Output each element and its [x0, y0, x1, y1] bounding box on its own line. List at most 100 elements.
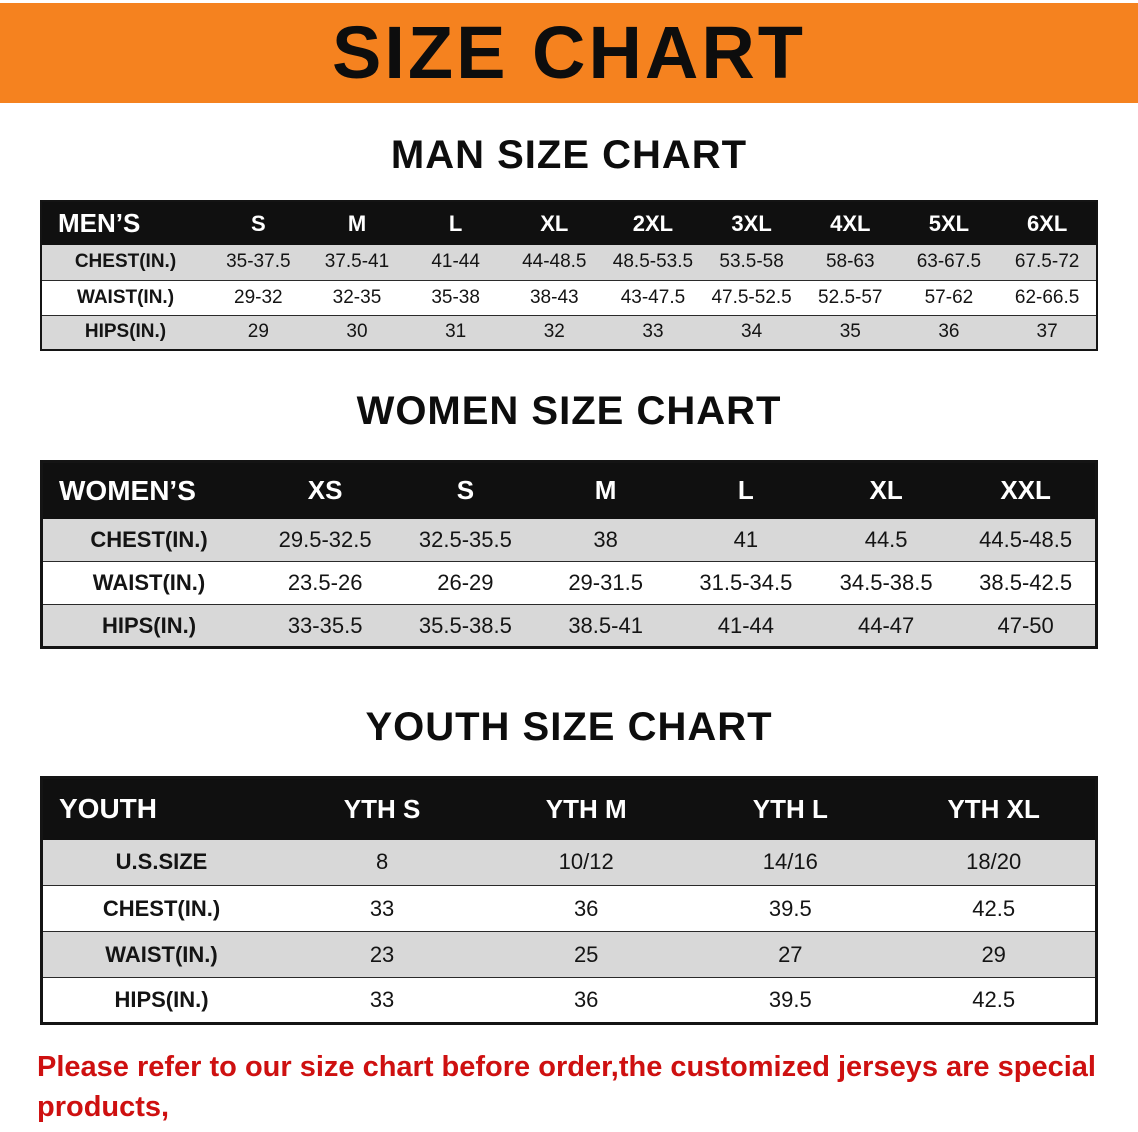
- table-row: WAIST(IN.) 29-32 32-35 35-38 38-43 43-47.5 47.…: [41, 280, 1097, 315]
- size-value-cell: 33: [642, 321, 664, 343]
- size-header-cell: 6XL: [998, 201, 1097, 245]
- row-label: CHEST(IN.): [74, 251, 177, 273]
- header-row: WOMEN’S XS S M L XL XXL: [41, 461, 1097, 519]
- youth-chart-heading: YOUTH SIZE CHART: [365, 705, 773, 749]
- size-header-cell: YTH S: [280, 777, 485, 840]
- size-value-cell: 38: [593, 526, 618, 552]
- size-value-cell: 38.5-42.5: [979, 570, 1073, 595]
- size-value-cell: 34: [741, 321, 763, 343]
- size-header-cell: 2XL: [603, 201, 703, 245]
- size-value-cell: 26-29: [437, 570, 494, 595]
- size-value-cell: 29-32: [234, 286, 283, 308]
- size-value-cell: 33: [369, 895, 395, 921]
- row-label: WAIST(IN.): [92, 570, 206, 595]
- size-value-cell: 23: [369, 941, 395, 967]
- table-title-cell: WOMEN’S: [41, 461, 255, 519]
- size-value-cell: 47.5-52.5: [711, 286, 792, 308]
- size-value-cell: 39.5: [768, 895, 812, 921]
- size-value-cell: 63-67.5: [916, 251, 982, 273]
- size-value-cell: 29-31.5: [568, 570, 643, 595]
- table-row: HIPS(IN.) 29 30 31 32 33 34 35 36 37: [41, 315, 1097, 350]
- size-value-cell: 35-38: [431, 286, 480, 308]
- size-value-cell: 32-35: [332, 286, 382, 308]
- table-row: HIPS(IN.) 33 36 39.5 42.5: [42, 978, 1097, 1024]
- size-header-cell: YTH L: [688, 777, 893, 840]
- size-value-cell: 43-47.5: [620, 286, 686, 308]
- size-value-cell: 62-66.5: [1014, 286, 1080, 308]
- notice-line-1: Please refer to our size chart before or…: [37, 1051, 1096, 1123]
- size-header-cell: XXL: [956, 461, 1097, 519]
- size-header-cell: 4XL: [800, 201, 900, 245]
- size-value-cell: 67.5-72: [1014, 251, 1080, 273]
- men-size-table: MEN’S S M L XL 2XL 3XL 4XL 5XL 6XL CHEST(IN.) 35-37…: [40, 200, 1098, 351]
- size-value-cell: 34.5-38.5: [839, 570, 933, 595]
- size-value-cell: 32: [543, 321, 565, 343]
- size-value-cell: 44-47: [857, 612, 915, 638]
- size-value-cell: 14/16: [762, 849, 818, 875]
- size-value-cell: 35: [839, 321, 861, 343]
- size-value-cell: 42.5: [972, 987, 1016, 1012]
- size-value-cell: 33-35.5: [287, 612, 363, 638]
- size-value-cell: 35-37.5: [226, 251, 291, 273]
- size-header-cell: XL: [504, 201, 604, 245]
- row-label: HIPS(IN.): [84, 321, 167, 343]
- size-value-cell: 38-43: [529, 286, 579, 308]
- size-value-cell: 39.5: [768, 987, 812, 1012]
- size-value-cell: 33: [369, 987, 395, 1012]
- size-value-cell: 53.5-58: [719, 251, 784, 273]
- size-header-cell: L: [406, 201, 505, 245]
- size-value-cell: 48.5-53.5: [612, 251, 694, 273]
- table-title-cell: MEN’S: [41, 201, 209, 245]
- size-header-cell: S: [395, 461, 536, 519]
- size-header-cell: XS: [255, 461, 396, 519]
- size-value-cell: 41-44: [431, 251, 480, 273]
- size-value-cell: 41: [733, 526, 759, 552]
- size-header-cell: XL: [816, 461, 957, 519]
- size-value-cell: 44-48.5: [522, 251, 587, 273]
- row-label: WAIST(IN.): [76, 286, 175, 308]
- row-label: CHEST(IN.): [102, 895, 221, 921]
- table-title-cell: YOUTH: [41, 777, 280, 840]
- women-chart-heading: WOMEN SIZE CHART: [356, 389, 782, 433]
- size-value-cell: 38.5-41: [568, 612, 643, 638]
- size-value-cell: 23.5-26: [287, 570, 363, 595]
- header-row: YOUTH YTH S YTH M YTH L YTH XL: [41, 777, 1097, 840]
- section-men: MAN SIZE CHART MEN’S S M L XL 2XL 3XL 4XL 5XL 6XL…: [0, 133, 1138, 351]
- section-women: WOMEN SIZE CHART WOMEN’S XS S M L XL XXL CHEST(…: [0, 389, 1138, 649]
- size-value-cell: 29.5-32.5: [278, 526, 372, 552]
- row-label: HIPS(IN.): [101, 612, 197, 638]
- table-row: WAIST(IN.) 23.5-26 26-29 29-31.5 31.5-34.5 34…: [41, 562, 1097, 605]
- table-row: CHEST(IN.) 35-37.5 37.5-41 41-44 44-48.5 48.5…: [41, 245, 1097, 280]
- size-value-cell: 57-62: [924, 286, 974, 308]
- size-value-cell: 52.5-57: [818, 286, 883, 308]
- size-value-cell: 18/20: [966, 849, 1022, 875]
- size-value-cell: 27: [778, 941, 803, 967]
- page-title: SIZE CHART: [332, 11, 806, 94]
- size-value-cell: 30: [346, 321, 368, 343]
- table-row: CHEST(IN.) 33 36 39.5 42.5: [41, 886, 1097, 932]
- notice-line-2: we don’t accept cancel, change, teturn o…: [37, 1127, 1101, 1132]
- youth-size-table: YOUTH YTH S YTH M YTH L YTH XL U.S.SIZE 8 10/12…: [40, 776, 1098, 1025]
- size-value-cell: 36: [938, 321, 960, 343]
- women-size-table: WOMEN’S XS S M L XL XXL CHEST(IN.) 29.5-32.5 32.5…: [40, 460, 1098, 649]
- banner: SIZE CHART: [0, 0, 1138, 103]
- size-value-cell: 36: [573, 895, 599, 921]
- size-value-cell: 37: [1036, 321, 1058, 343]
- size-value-cell: 42.5: [972, 895, 1016, 921]
- size-header-cell: 5XL: [899, 201, 999, 245]
- size-value-cell: 41-44: [717, 612, 775, 638]
- size-header-cell: YTH M: [484, 777, 689, 840]
- size-value-cell: 32.5-35.5: [418, 526, 512, 552]
- size-value-cell: 29: [247, 321, 269, 343]
- row-label: U.S.SIZE: [115, 849, 208, 875]
- row-label: HIPS(IN.): [114, 987, 209, 1012]
- size-value-cell: 10/12: [558, 849, 614, 875]
- size-header-cell: L: [675, 461, 816, 519]
- order-notice: Please refer to our size chart before or…: [37, 1047, 1101, 1132]
- size-header-cell: YTH XL: [892, 777, 1097, 840]
- size-value-cell: 31: [445, 321, 467, 343]
- size-value-cell: 35.5-38.5: [418, 612, 512, 638]
- size-value-cell: 44.5: [864, 526, 908, 552]
- size-header-cell: M: [535, 461, 676, 519]
